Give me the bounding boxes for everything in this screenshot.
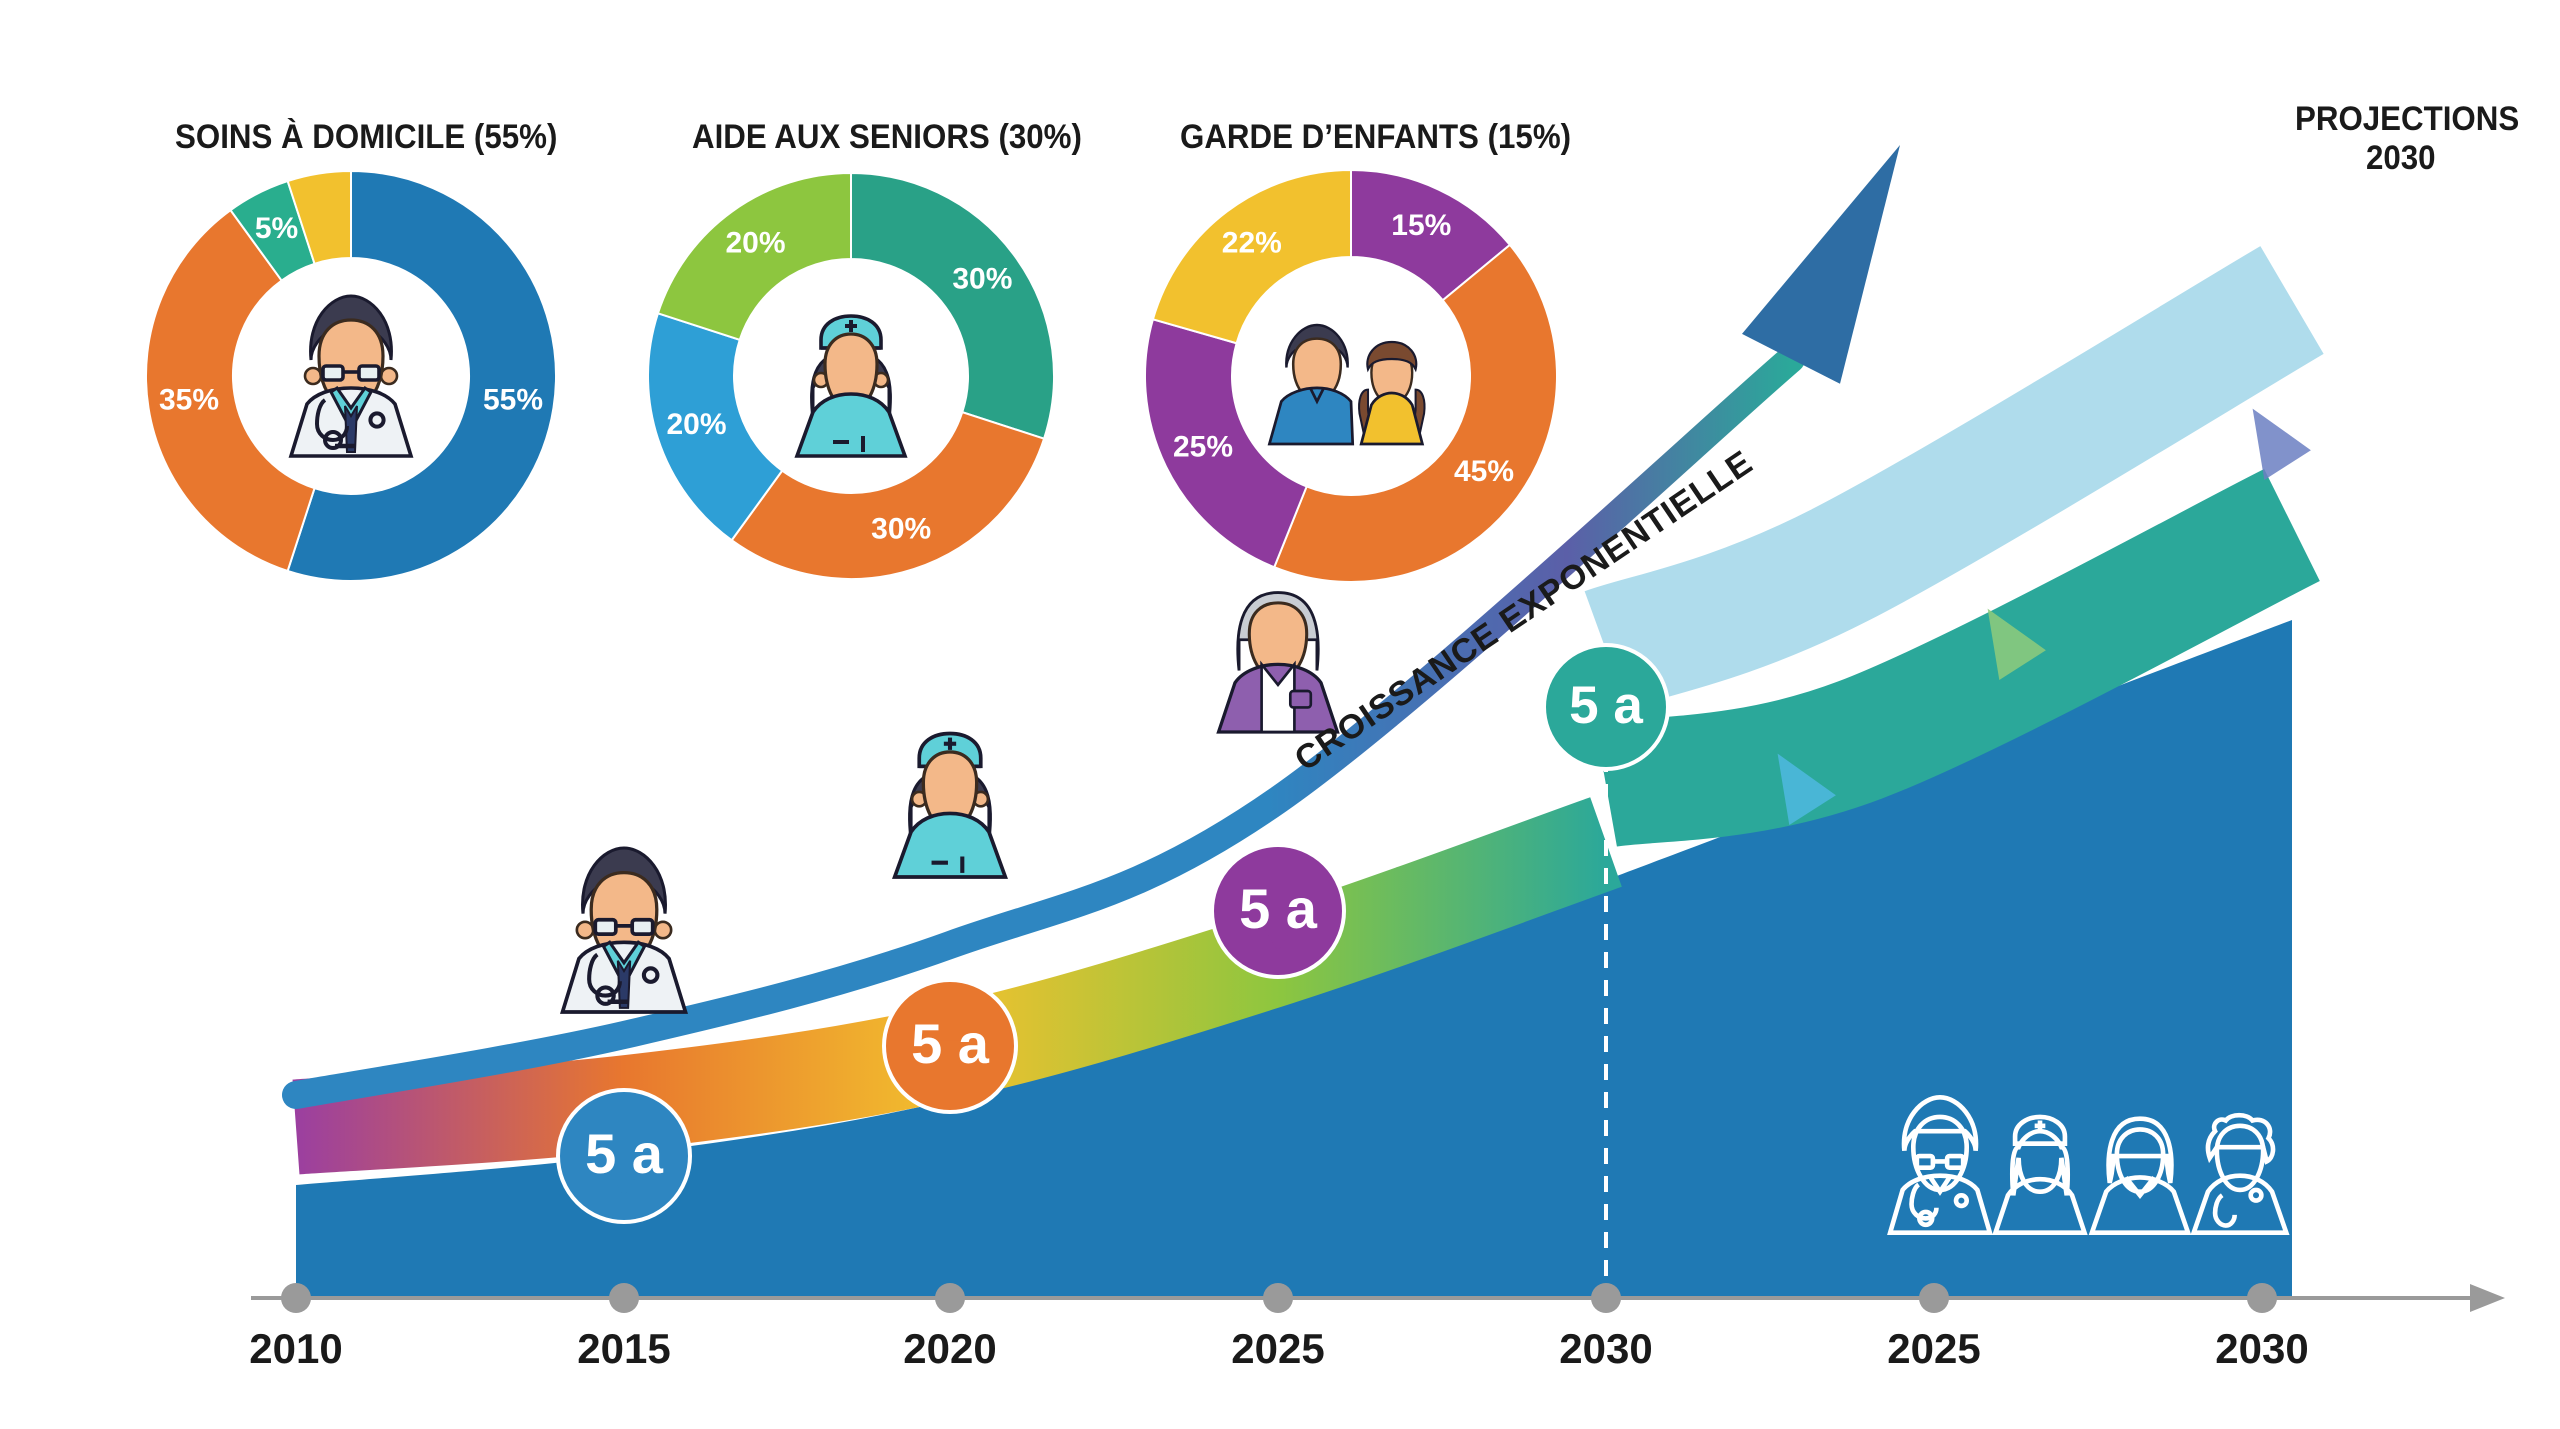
svg-text:30%: 30% [871,512,931,545]
svg-text:2015: 2015 [577,1325,670,1372]
svg-text:35%: 35% [159,384,219,417]
svg-text:20%: 20% [666,408,726,441]
svg-text:5 a: 5 a [1569,676,1643,735]
svg-text:5 a: 5 a [911,1012,990,1075]
svg-text:30%: 30% [952,262,1012,295]
svg-text:15%: 15% [1391,209,1451,242]
svg-text:5%: 5% [255,212,298,245]
svg-text:55%: 55% [483,384,543,417]
svg-text:22%: 22% [1222,226,1282,259]
svg-text:2030: 2030 [1559,1325,1652,1372]
svg-text:45%: 45% [1454,455,1514,488]
svg-text:2010: 2010 [249,1325,342,1372]
svg-text:5 a: 5 a [585,1122,664,1185]
svg-text:2020: 2020 [903,1325,996,1372]
svg-text:2030: 2030 [2215,1325,2308,1372]
svg-text:2025: 2025 [1887,1325,1980,1372]
svg-text:5 a: 5 a [1239,877,1318,940]
svg-text:2025: 2025 [1231,1325,1324,1372]
svg-text:20%: 20% [725,227,785,260]
svg-text:25%: 25% [1173,430,1233,463]
